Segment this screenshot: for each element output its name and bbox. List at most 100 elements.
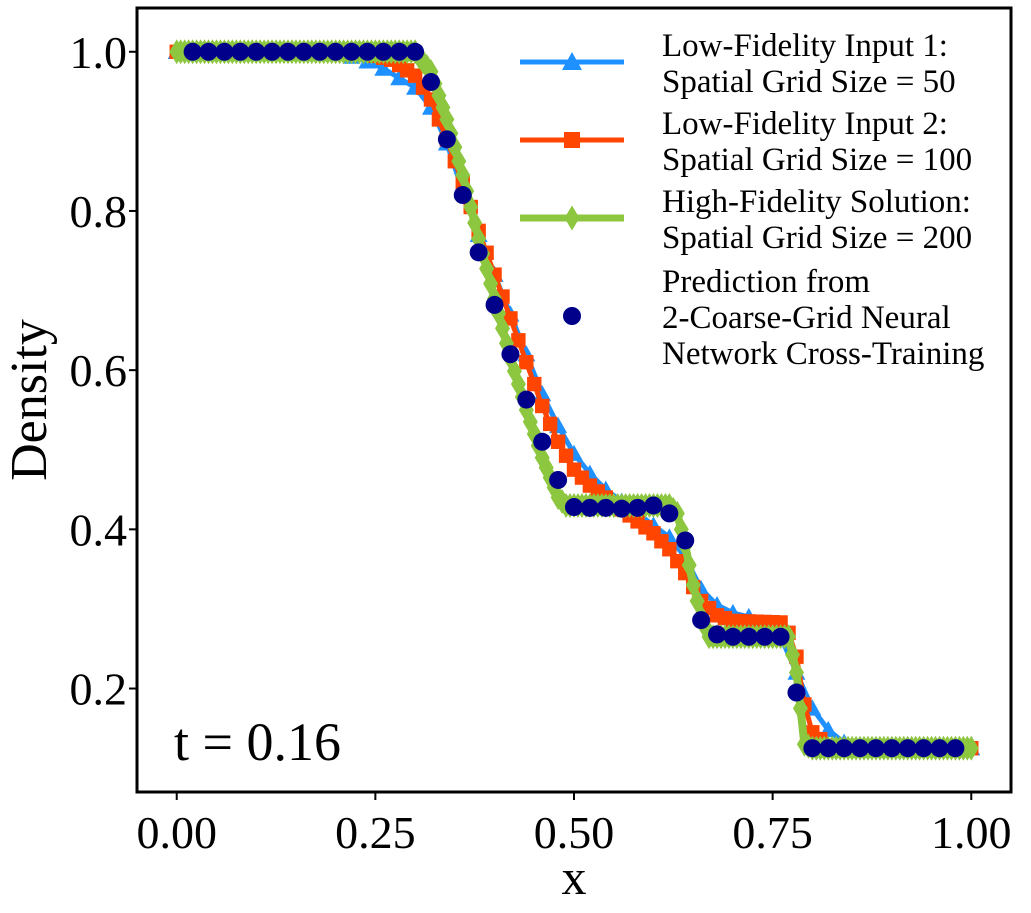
legend-label: Spatial Grid Size = 200	[662, 220, 972, 256]
series-4-point	[390, 42, 409, 61]
series-4-point	[692, 611, 711, 630]
series-4-point	[628, 498, 647, 517]
plot-layer	[167, 39, 981, 761]
series-4-point	[247, 42, 266, 61]
series-4-point	[787, 683, 806, 702]
series-4-point	[803, 739, 822, 758]
series-4-point	[517, 390, 536, 409]
series-4-point	[771, 627, 790, 646]
series-4-point	[882, 739, 901, 758]
series-4-point	[866, 739, 885, 758]
series-2-point	[662, 542, 677, 557]
axes-layer: 0.00 0.25 0.50 0.75 1.00 0.2 0.4 0.6 0.8 1.0	[70, 27, 1012, 858]
series-2-point	[542, 416, 558, 432]
series-2-point	[407, 68, 423, 83]
legend-entry-1: Low-Fidelity Input 1:Spatial Grid Size =…	[520, 28, 956, 100]
legend-swatch-marker	[564, 132, 580, 148]
legend-label: Network Cross-Training	[662, 336, 984, 372]
series-2-point	[535, 398, 550, 414]
series-4	[183, 42, 965, 758]
x-tick-label: 1.00	[931, 807, 1012, 858]
legend-label: Low-Fidelity Input 1:	[662, 28, 948, 64]
series-4-point	[708, 625, 727, 644]
series-4-point	[453, 186, 472, 205]
series-4-point	[294, 42, 313, 61]
legend-swatch-marker	[562, 52, 582, 70]
series-4-point	[946, 739, 965, 758]
legend-swatch-marker	[564, 205, 580, 231]
y-tick-label: 0.8	[70, 186, 128, 237]
series-2-point	[511, 333, 526, 348]
series-2-point	[670, 553, 685, 569]
x-tick-label: 0.25	[335, 807, 416, 858]
series-4-point	[421, 73, 440, 92]
series-4-point	[819, 739, 838, 758]
series-4-point	[263, 42, 282, 61]
y-tick-label: 0.2	[70, 664, 128, 715]
series-4-point	[549, 470, 568, 489]
x-tick-label: 0.00	[136, 807, 217, 858]
time-annotation: t = 0.16	[174, 712, 341, 772]
series-3-point	[788, 660, 804, 686]
series-4-point	[374, 42, 393, 61]
series-4-point	[342, 42, 361, 61]
series-4-point	[533, 432, 552, 451]
legend-label: Spatial Grid Size = 100	[662, 142, 972, 178]
series-4-point	[231, 42, 250, 61]
legend-entry-3: High-Fidelity Solution:Spatial Grid Size…	[520, 184, 972, 256]
series-3-point	[792, 695, 808, 721]
series-4-point	[215, 42, 234, 61]
series-4-point	[278, 42, 297, 61]
series-2-point	[519, 354, 534, 370]
series-4-point	[930, 739, 949, 758]
series-4-point	[310, 42, 329, 61]
series-4-point	[358, 42, 377, 61]
legend-label: Prediction from	[662, 264, 870, 300]
series-4-point	[565, 498, 583, 517]
series-4-point	[723, 627, 742, 646]
series-4-point	[660, 504, 679, 523]
y-tick-label: 0.6	[70, 345, 128, 396]
series-4-point	[835, 739, 854, 758]
series-3-point	[681, 552, 697, 578]
y-tick-label: 1.0	[70, 27, 128, 78]
x-axis-label: x	[562, 849, 587, 905]
x-tick-label: 0.75	[732, 807, 813, 858]
legend-swatch-marker	[563, 307, 581, 325]
legend-label: Low-Fidelity Input 2:	[662, 106, 948, 142]
series-4-point	[183, 42, 202, 61]
series-1-point	[374, 59, 393, 76]
series-4-point	[199, 42, 218, 61]
series-1-point	[390, 69, 409, 86]
legend-label: 2-Coarse-Grid Neural	[662, 300, 951, 336]
series-2-point	[527, 376, 542, 392]
y-axis-label: Density	[1, 319, 58, 481]
series-4-point	[739, 627, 758, 646]
series-4-point	[898, 739, 917, 758]
series-4-point	[596, 498, 615, 517]
legend: Low-Fidelity Input 1:Spatial Grid Size =…	[520, 28, 984, 372]
legend-label: High-Fidelity Solution:	[662, 184, 971, 220]
series-4-point	[676, 531, 695, 550]
series-4-point	[485, 295, 504, 314]
series-2-point	[503, 311, 518, 326]
series-3-point	[963, 735, 979, 761]
legend-label: Spatial Grid Size = 50	[662, 64, 956, 100]
series-4-point	[612, 499, 631, 518]
series-4-point	[437, 130, 456, 149]
legend-entry-2: Low-Fidelity Input 2:Spatial Grid Size =…	[520, 106, 972, 178]
series-4-point	[406, 42, 425, 61]
series-4-point	[469, 243, 488, 262]
series-4-point	[326, 42, 345, 61]
series-4-point	[580, 498, 599, 517]
series-2-point	[550, 434, 566, 449]
y-tick-label: 0.4	[70, 504, 128, 555]
series-4-point	[851, 739, 870, 758]
x-tick-label: 0.50	[534, 807, 615, 858]
series-4-point	[644, 496, 663, 515]
series-4-point	[501, 345, 520, 364]
series-4-point	[914, 739, 933, 758]
series-4-point	[755, 627, 774, 646]
